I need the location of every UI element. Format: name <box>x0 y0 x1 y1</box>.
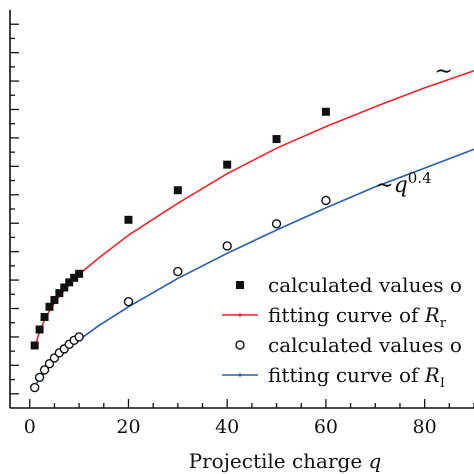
data-point-circle <box>29 382 40 393</box>
x-tick-label: 20 <box>116 416 140 438</box>
legend-label-subscript: r <box>440 316 447 331</box>
annotations: ∼q0.4 ∼ <box>375 59 453 198</box>
data-point-square <box>124 215 133 224</box>
data-point-square <box>30 341 39 350</box>
legend-label: fitting curve of RI <box>268 363 445 391</box>
x-tick-label: 60 <box>314 416 338 438</box>
legend-label: calculated values o <box>268 333 462 357</box>
legend-label: calculated values o <box>268 273 462 297</box>
data-point-square <box>272 135 281 144</box>
data-point-square <box>45 302 54 311</box>
annotation-exponent: 0.4 <box>408 169 432 187</box>
data-point-circle <box>74 332 84 342</box>
data-point-circle <box>39 365 50 375</box>
legend-label-text: fitting curve of <box>268 363 425 387</box>
legend-label-subscript: I <box>440 376 445 391</box>
legend-label: fitting curve of Rr <box>268 303 447 331</box>
legend-label-math: R <box>424 303 440 327</box>
data-point-square <box>55 289 64 298</box>
data-point-square <box>70 273 79 282</box>
legend-label-text: calculated values o <box>268 333 462 357</box>
data-point-square <box>50 295 59 304</box>
x-axis-title-variable: q <box>369 449 382 473</box>
data-point-square <box>65 278 74 287</box>
data-point-circle <box>321 195 331 206</box>
data-point-square <box>35 325 44 334</box>
legend-line-marker <box>238 373 242 377</box>
data-point-circle <box>44 358 55 369</box>
annotation-text: ∼ <box>435 59 453 84</box>
data-point-square <box>321 107 330 116</box>
x-axis-title-text: Projectile charge <box>189 449 363 473</box>
axes: 0 20 40 60 80 <box>9 10 474 438</box>
legend-square-symbol <box>236 281 244 289</box>
x-tick-label: 80 <box>413 416 437 438</box>
data-point-square <box>40 313 49 322</box>
data-point-circle <box>271 219 282 229</box>
x-tick-label: 0 <box>24 416 36 438</box>
data-points <box>29 107 331 393</box>
scaling-annotation: ∼ <box>435 59 453 84</box>
data-point-circle <box>34 372 45 382</box>
legend-circle-symbol <box>235 340 245 350</box>
legend-label-text: calculated values o <box>268 273 462 297</box>
data-point-circle <box>173 266 183 277</box>
legend-label-text: fitting curve of <box>268 303 425 327</box>
data-point-square <box>223 160 232 169</box>
scaling-annotation: ∼q0.4 <box>375 169 431 198</box>
x-tick-label: 40 <box>215 416 239 438</box>
data-point-square <box>60 283 69 292</box>
data-point-square <box>173 186 182 195</box>
x-axis-title: Projectile charge q <box>189 449 382 473</box>
annotation-text: ∼q <box>375 173 408 198</box>
data-point-square <box>75 269 84 278</box>
legend-label-math: R <box>424 363 440 387</box>
legend-line-marker <box>238 313 242 317</box>
data-point-circle <box>222 241 232 251</box>
data-point-circle <box>123 296 134 307</box>
